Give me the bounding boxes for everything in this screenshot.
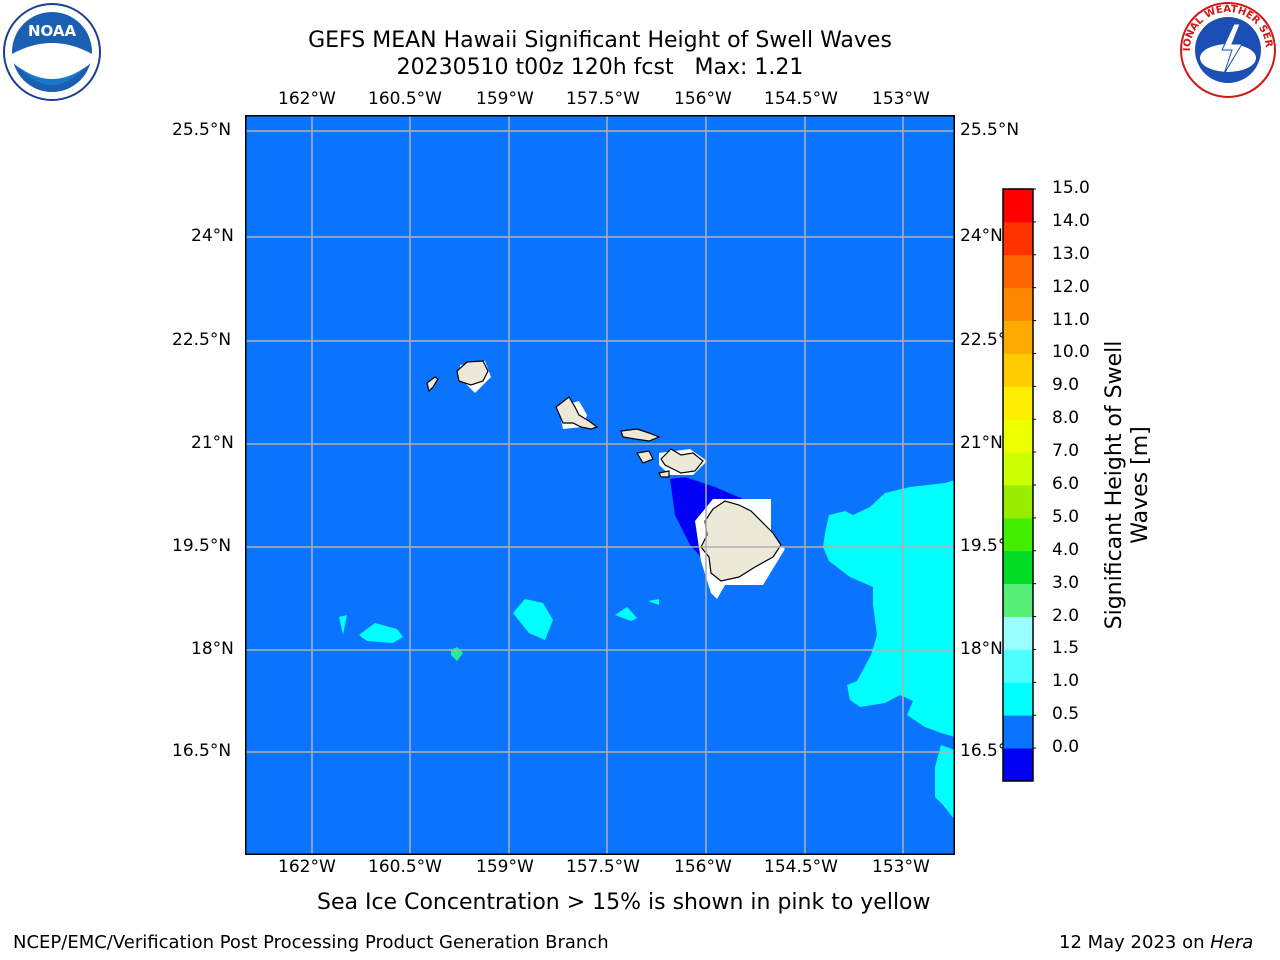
lat-label-left: 25.5°N <box>172 120 232 140</box>
lon-label-top: 159°W <box>476 89 534 109</box>
colorbar-segment <box>1003 485 1033 519</box>
land-oahu <box>555 396 599 430</box>
colorbar-tick-label: 0.5 <box>1052 704 1080 725</box>
swell-band-1.0-1.5-patch-e <box>615 607 637 621</box>
map-plot <box>245 115 955 855</box>
colorbar <box>1002 188 1036 782</box>
lat-label-right: 21°N <box>960 433 1003 453</box>
colorbar-tick-label: 4.0 <box>1052 539 1080 560</box>
lat-label-left: 24°N <box>191 226 234 246</box>
chart-subtitle: 20230510 t00z 120h fcst Max: 1.21 <box>396 55 804 80</box>
colorbar-segment <box>1003 386 1033 420</box>
map-frame <box>245 115 955 855</box>
colorbar-segment <box>1003 715 1033 749</box>
lat-label-left: 18°N <box>191 639 234 659</box>
colorbar-tick-label: 6.0 <box>1052 474 1080 494</box>
colorbar-tick-label: 5.0 <box>1052 506 1080 527</box>
colorbar-label: Significant Height of Swell Waves [m] <box>1102 340 1153 630</box>
colorbar-segment <box>1003 287 1033 321</box>
colorbar-segment <box>1003 452 1033 486</box>
footer-date-text: 12 May 2023 on <box>1059 932 1211 953</box>
colorbar-segment <box>1003 583 1033 617</box>
colorbar-tick-label: 12.0 <box>1052 276 1090 297</box>
swell-band-1.0-1.5-patch-f <box>648 599 659 605</box>
sea-ice-caption: Sea Ice Concentration > 15% is shown in … <box>317 890 931 915</box>
colorbar-tick-label: 1.0 <box>1052 671 1080 692</box>
colorbar-segment <box>1003 189 1033 223</box>
colorbar-tick-label: 7.0 <box>1052 441 1080 462</box>
lon-label-bottom: 160.5°W <box>368 857 442 877</box>
chart-title: GEFS MEAN Hawaii Significant Height of S… <box>308 28 892 53</box>
lon-label-top: 162°W <box>278 89 336 109</box>
swell-band-1.0-1.5-patch-d <box>513 599 553 640</box>
lat-label-right: 25.5°N <box>960 120 1020 140</box>
colorbar-segment <box>1003 748 1033 782</box>
ocean-background <box>245 115 955 855</box>
colorbar-segment <box>1003 254 1033 289</box>
swell-band-1.0-1.5-patch-b <box>359 623 403 643</box>
colorbar-segment <box>1003 221 1033 256</box>
colorbar-segment <box>1003 550 1033 585</box>
colorbar-segment <box>1003 517 1033 552</box>
lat-label-left: 16.5°N <box>172 741 232 761</box>
colorbar-tick-label: 0.0 <box>1052 737 1080 758</box>
colorbar-tick-label: 11.0 <box>1052 309 1090 330</box>
land-kauai <box>456 360 489 386</box>
colorbar-segment <box>1003 320 1033 354</box>
noaa-logo: NOAA <box>2 2 102 102</box>
land-kahoolawe <box>658 470 670 478</box>
colorbar-segment <box>1003 682 1033 716</box>
colorbar-tick-label: 15.0 <box>1052 178 1090 198</box>
colorbar-tick-label: 1.5 <box>1052 638 1080 659</box>
lon-label-bottom: 159°W <box>476 857 534 877</box>
land-molokai <box>620 428 661 442</box>
lon-label-top: 157.5°W <box>566 89 640 109</box>
colorbar-tick-label: 2.0 <box>1052 605 1080 626</box>
footer-host: Hera <box>1210 932 1254 953</box>
lon-label-top: 156°W <box>674 89 732 109</box>
graticule <box>245 115 955 855</box>
swell-band-1.0-1.5-east <box>823 480 955 737</box>
lat-label-right: 24°N <box>960 226 1003 246</box>
footer-branch: NCEP/EMC/Verification Post Processing Pr… <box>13 932 609 953</box>
footer-date: 12 May 2023 on Hera <box>1059 932 1253 953</box>
lon-label-bottom: 157.5°W <box>566 857 640 877</box>
lat-label-right: 18°N <box>960 639 1003 659</box>
colorbar-tick-label: 14.0 <box>1052 210 1090 231</box>
colorbar-tick-label: 3.0 <box>1052 572 1080 593</box>
swell-band-1.0-1.5-southeast <box>935 745 955 820</box>
colorbar-segment <box>1003 649 1033 683</box>
nws-logo: NATIONAL WEATHER SERVICE <box>1174 0 1278 100</box>
lon-label-top: 153°W <box>872 89 930 109</box>
colorbar-segment <box>1003 353 1033 387</box>
swell-band-1.0-1.5-patch-a <box>339 615 347 635</box>
land-niihau <box>426 376 439 393</box>
colorbar-tick-label: 9.0 <box>1052 375 1080 396</box>
lon-label-bottom: 153°W <box>872 857 930 877</box>
lon-label-bottom: 154.5°W <box>764 857 838 877</box>
lat-label-left: 19.5°N <box>172 536 232 556</box>
lat-label-left: 22.5°N <box>172 330 232 350</box>
colorbar-tick-label: 8.0 <box>1052 408 1080 429</box>
land-maui <box>660 448 704 474</box>
colorbar-segment <box>1003 616 1033 650</box>
lon-label-bottom: 156°W <box>674 857 732 877</box>
lon-label-top: 160.5°W <box>368 89 442 109</box>
land-lanai <box>636 450 654 464</box>
lat-label-left: 21°N <box>191 433 234 453</box>
colorbar-tick-label: 10.0 <box>1052 342 1090 363</box>
colorbar-segment <box>1003 419 1033 453</box>
lon-label-bottom: 162°W <box>278 857 336 877</box>
colorbar-tick-label: 13.0 <box>1052 243 1090 264</box>
lon-label-top: 154.5°W <box>764 89 838 109</box>
svg-text:NOAA: NOAA <box>28 22 77 40</box>
